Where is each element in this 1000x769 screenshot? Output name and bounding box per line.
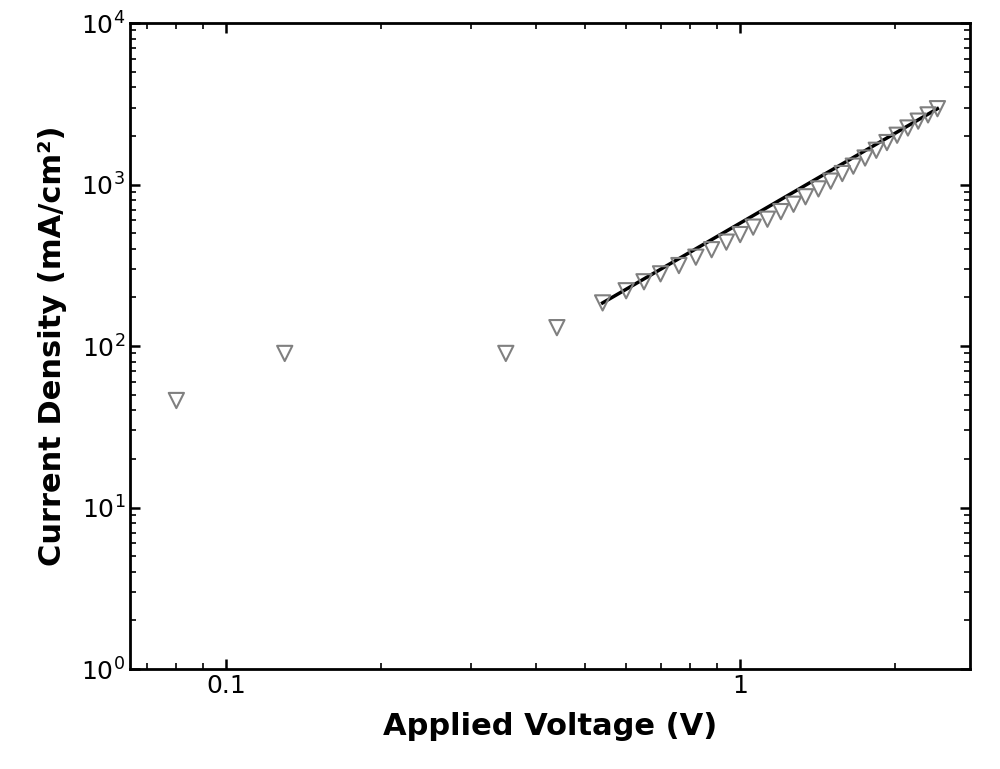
Point [910,115,926,128]
Point [745,221,761,233]
Point [857,151,873,164]
Point [900,122,916,134]
Point [636,275,652,288]
Point [549,321,565,334]
Point [732,228,748,241]
Point [810,183,826,195]
Point [277,348,293,360]
Point [759,213,775,225]
Point [797,191,813,203]
Point [704,244,720,256]
Point [653,268,669,280]
Point [889,129,905,141]
Point [929,102,945,115]
Point [845,160,861,172]
Point [823,175,839,188]
Point [879,136,895,148]
Point [498,348,514,360]
Point [718,236,734,248]
Point [595,297,611,309]
Point [168,394,184,407]
Point [868,144,884,156]
Point [773,205,789,218]
Y-axis label: Current Density (mA/cm²): Current Density (mA/cm²) [38,126,67,566]
X-axis label: Applied Voltage (V): Applied Voltage (V) [383,712,717,741]
Point [618,285,634,297]
Point [786,198,802,211]
Point [688,251,704,263]
Point [671,259,687,271]
Point [920,108,936,121]
Point [834,168,850,180]
